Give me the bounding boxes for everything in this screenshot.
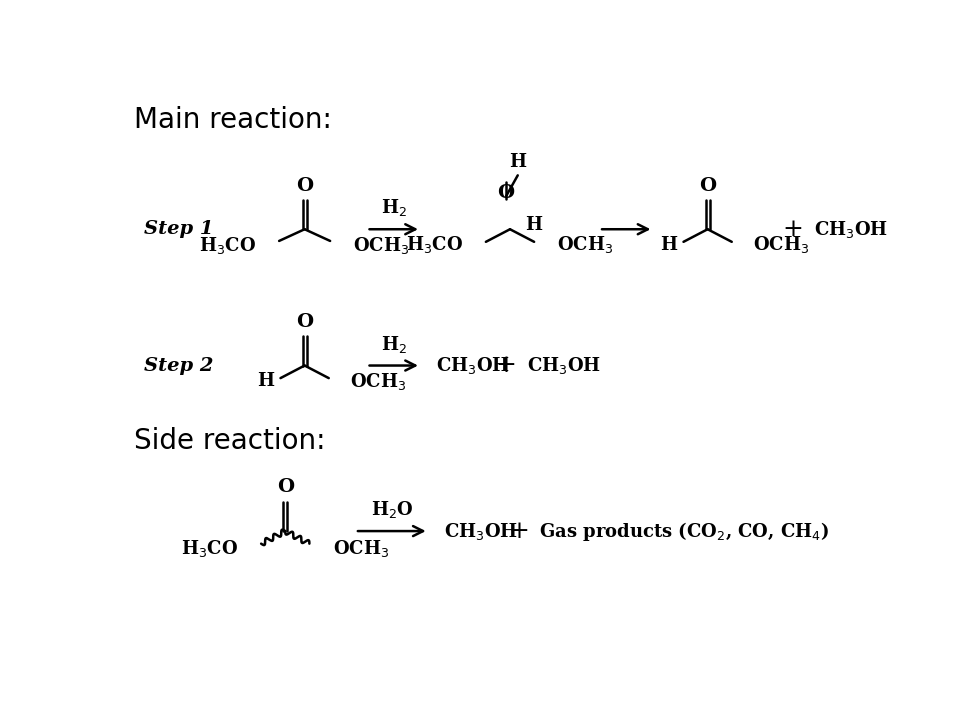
Text: H$_2$: H$_2$	[381, 334, 407, 355]
Text: OCH$_3$: OCH$_3$	[354, 235, 410, 256]
Text: Side reaction:: Side reaction:	[134, 427, 325, 455]
Text: CH$_3$OH: CH$_3$OH	[813, 219, 888, 240]
Text: H: H	[510, 153, 526, 172]
Text: H$_3$CO: H$_3$CO	[181, 538, 238, 559]
Text: Main reaction:: Main reaction:	[134, 106, 332, 134]
Text: OCH$_3$: OCH$_3$	[332, 538, 389, 559]
Text: +: +	[496, 354, 516, 377]
Text: H: H	[525, 215, 543, 234]
Text: OCH$_3$: OCH$_3$	[754, 234, 809, 256]
Text: H: H	[258, 372, 274, 390]
Text: CH$_3$OH: CH$_3$OH	[444, 520, 518, 541]
Text: CH$_3$OH: CH$_3$OH	[527, 355, 601, 376]
Text: H$_2$: H$_2$	[381, 197, 407, 218]
Text: +: +	[782, 218, 804, 241]
Text: H$_3$CO: H$_3$CO	[406, 234, 463, 256]
Text: Gas products (CO$_2$, CO, CH$_4$): Gas products (CO$_2$, CO, CH$_4$)	[539, 520, 829, 543]
Text: OCH$_3$: OCH$_3$	[558, 234, 613, 256]
Text: O: O	[296, 177, 314, 194]
Text: OCH$_3$: OCH$_3$	[351, 371, 407, 391]
Text: O: O	[498, 184, 514, 202]
Text: H: H	[661, 236, 677, 254]
Text: Step 2: Step 2	[144, 356, 214, 375]
Text: H$_2$O: H$_2$O	[370, 499, 414, 520]
Text: +: +	[509, 520, 530, 543]
Text: O: O	[699, 177, 716, 194]
Text: O: O	[276, 479, 294, 496]
Text: O: O	[296, 313, 314, 331]
Text: Step 1: Step 1	[144, 220, 214, 238]
Text: CH$_3$OH: CH$_3$OH	[436, 355, 511, 376]
Text: H$_3$CO: H$_3$CO	[199, 235, 256, 256]
